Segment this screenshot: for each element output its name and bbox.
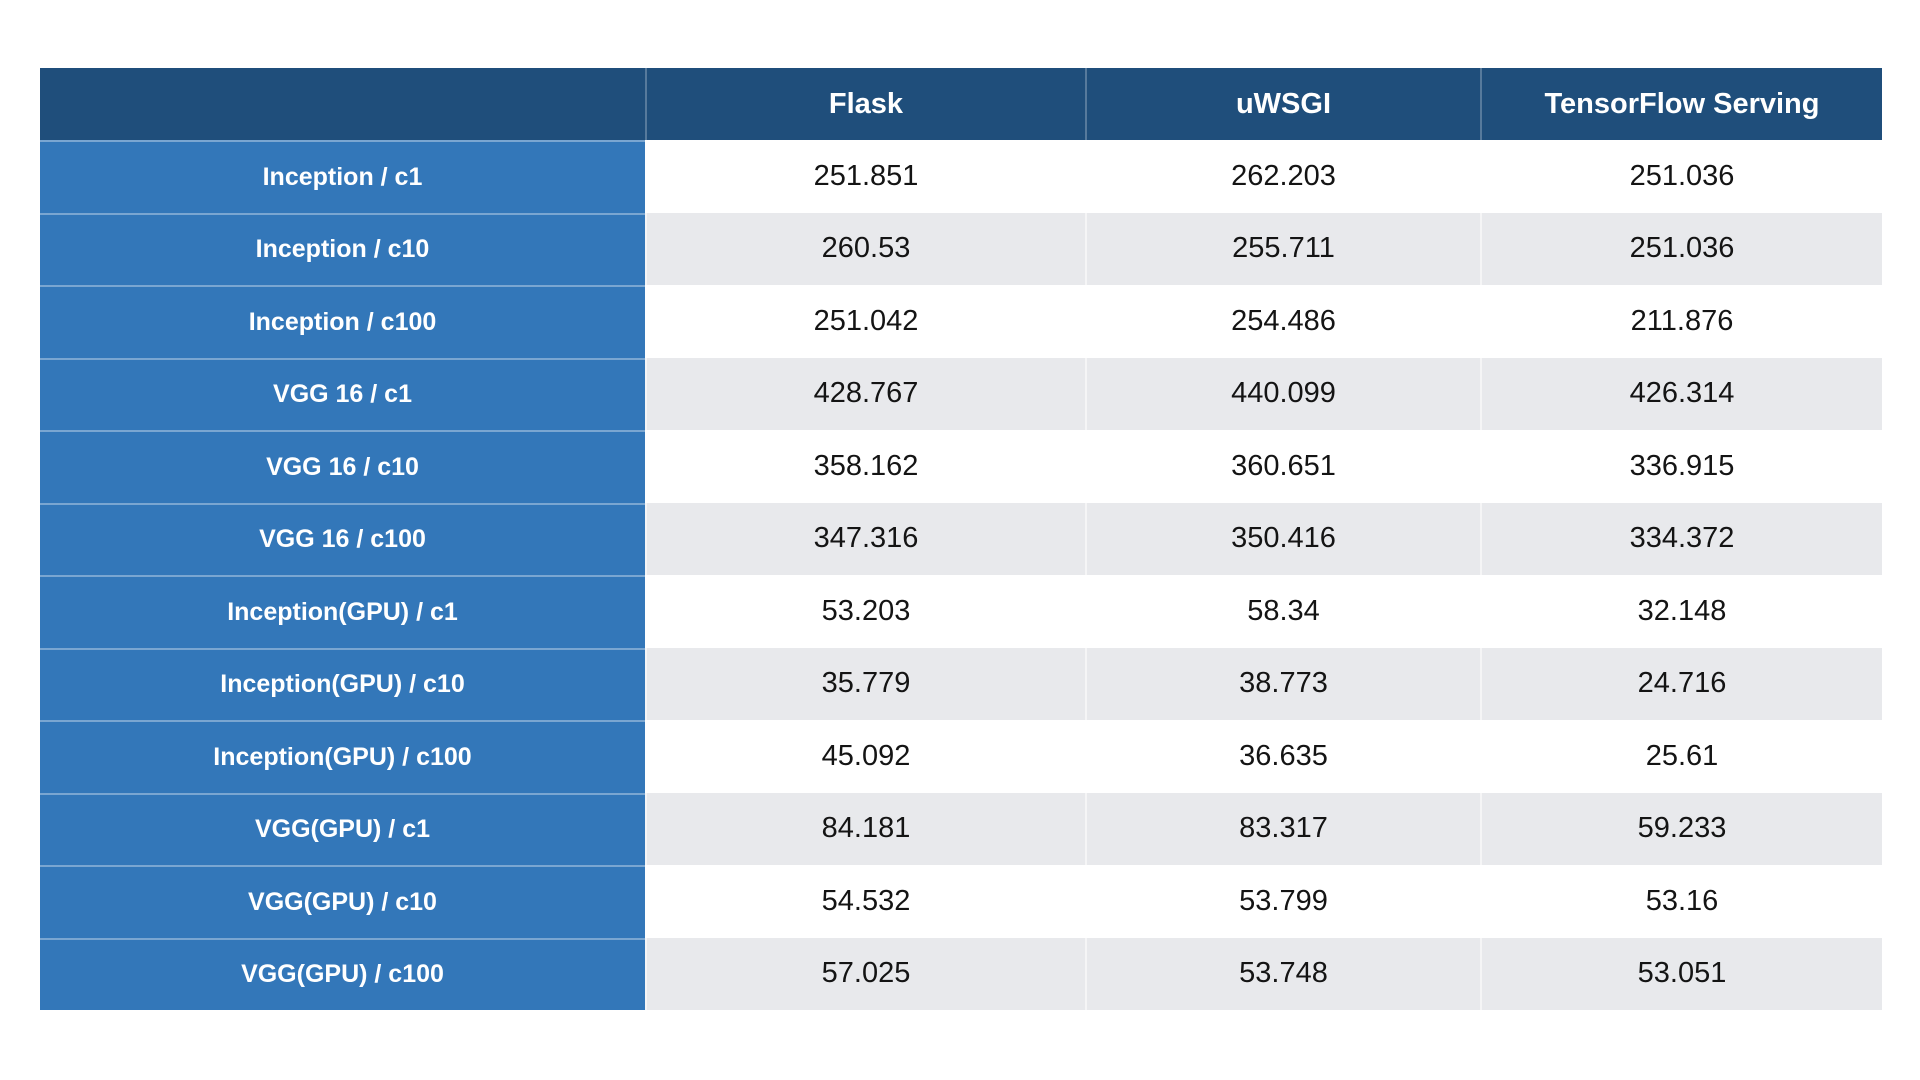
value-cell-tensorflow-serving: 53.16 (1480, 865, 1882, 938)
column-header-uwsgi: uWSGI (1085, 68, 1480, 140)
value-cell-uwsgi: 53.748 (1085, 937, 1480, 1010)
row-header: VGG 16 / c1 (40, 357, 645, 430)
row-header: Inception / c1 (40, 140, 645, 213)
column-header-flask: Flask (645, 68, 1085, 140)
value-cell-uwsgi: 38.773 (1085, 647, 1480, 720)
benchmark-table: Flask uWSGI TensorFlow Serving Inception… (40, 68, 1882, 1010)
value-cell-flask: 84.181 (645, 792, 1085, 865)
table-row: Inception / c10 260.53 255.711 251.036 (40, 212, 1882, 285)
table-row: VGG 16 / c10 358.162 360.651 336.915 (40, 430, 1882, 503)
row-header: VGG(GPU) / c100 (40, 937, 645, 1010)
value-cell-flask: 358.162 (645, 430, 1085, 503)
table-row: Inception / c1 251.851 262.203 251.036 (40, 140, 1882, 213)
table-row: VGG(GPU) / c10 54.532 53.799 53.16 (40, 865, 1882, 938)
row-header: Inception / c100 (40, 285, 645, 358)
row-header: VGG(GPU) / c1 (40, 792, 645, 865)
value-cell-tensorflow-serving: 24.716 (1480, 647, 1882, 720)
table-row: VGG(GPU) / c1 84.181 83.317 59.233 (40, 792, 1882, 865)
value-cell-uwsgi: 255.711 (1085, 212, 1480, 285)
value-cell-uwsgi: 36.635 (1085, 720, 1480, 793)
value-cell-uwsgi: 350.416 (1085, 502, 1480, 575)
value-cell-flask: 347.316 (645, 502, 1085, 575)
value-cell-uwsgi: 440.099 (1085, 357, 1480, 430)
value-cell-tensorflow-serving: 53.051 (1480, 937, 1882, 1010)
table-row: Inception / c100 251.042 254.486 211.876 (40, 285, 1882, 358)
value-cell-uwsgi: 262.203 (1085, 140, 1480, 213)
value-cell-flask: 251.851 (645, 140, 1085, 213)
value-cell-flask: 57.025 (645, 937, 1085, 1010)
table-row: VGG 16 / c100 347.316 350.416 334.372 (40, 502, 1882, 575)
value-cell-tensorflow-serving: 426.314 (1480, 357, 1882, 430)
table-row: VGG(GPU) / c100 57.025 53.748 53.051 (40, 937, 1882, 1010)
row-header: Inception(GPU) / c10 (40, 647, 645, 720)
value-cell-flask: 45.092 (645, 720, 1085, 793)
row-header: Inception(GPU) / c100 (40, 720, 645, 793)
value-cell-uwsgi: 58.34 (1085, 575, 1480, 648)
value-cell-flask: 251.042 (645, 285, 1085, 358)
row-header: Inception / c10 (40, 212, 645, 285)
table-body: Inception / c1 251.851 262.203 251.036 I… (40, 140, 1882, 1010)
value-cell-tensorflow-serving: 211.876 (1480, 285, 1882, 358)
value-cell-tensorflow-serving: 251.036 (1480, 212, 1882, 285)
value-cell-flask: 54.532 (645, 865, 1085, 938)
value-cell-tensorflow-serving: 32.148 (1480, 575, 1882, 648)
value-cell-uwsgi: 254.486 (1085, 285, 1480, 358)
row-header: Inception(GPU) / c1 (40, 575, 645, 648)
row-header: VGG(GPU) / c10 (40, 865, 645, 938)
table-row: Inception(GPU) / c10 35.779 38.773 24.71… (40, 647, 1882, 720)
value-cell-flask: 428.767 (645, 357, 1085, 430)
row-header: VGG 16 / c100 (40, 502, 645, 575)
value-cell-flask: 260.53 (645, 212, 1085, 285)
value-cell-tensorflow-serving: 334.372 (1480, 502, 1882, 575)
value-cell-flask: 35.779 (645, 647, 1085, 720)
value-cell-uwsgi: 360.651 (1085, 430, 1480, 503)
value-cell-uwsgi: 53.799 (1085, 865, 1480, 938)
table-header-row: Flask uWSGI TensorFlow Serving (40, 68, 1882, 140)
value-cell-tensorflow-serving: 59.233 (1480, 792, 1882, 865)
value-cell-uwsgi: 83.317 (1085, 792, 1480, 865)
value-cell-flask: 53.203 (645, 575, 1085, 648)
value-cell-tensorflow-serving: 25.61 (1480, 720, 1882, 793)
corner-cell (40, 68, 645, 140)
column-header-tensorflow-serving: TensorFlow Serving (1480, 68, 1882, 140)
table-row: Inception(GPU) / c100 45.092 36.635 25.6… (40, 720, 1882, 793)
value-cell-tensorflow-serving: 251.036 (1480, 140, 1882, 213)
table-row: Inception(GPU) / c1 53.203 58.34 32.148 (40, 575, 1882, 648)
table-row: VGG 16 / c1 428.767 440.099 426.314 (40, 357, 1882, 430)
value-cell-tensorflow-serving: 336.915 (1480, 430, 1882, 503)
row-header: VGG 16 / c10 (40, 430, 645, 503)
